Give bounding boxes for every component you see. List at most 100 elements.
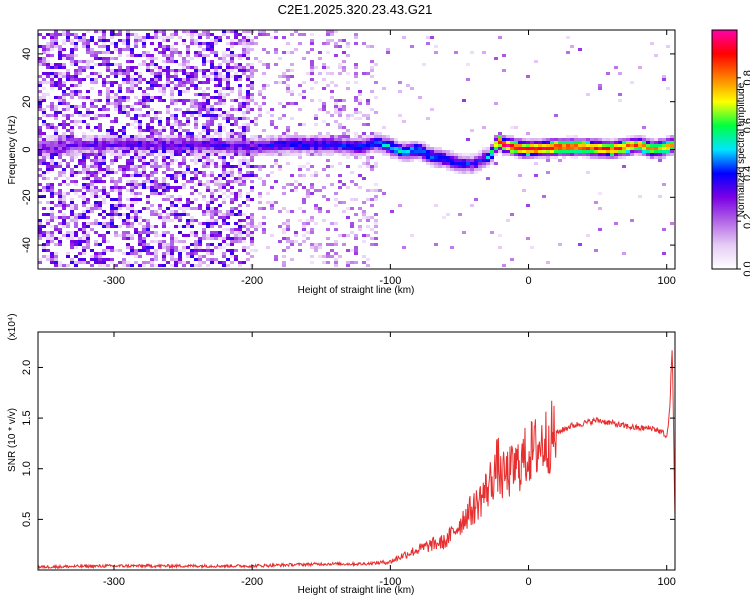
heatmap-cell [70,246,74,249]
heatmap-cell [74,108,78,111]
heatmap-cell [78,39,82,42]
heatmap-cell [238,96,242,99]
heatmap-cell [422,141,426,144]
heatmap-cell [146,102,150,105]
heatmap-cell [58,51,62,54]
heatmap-cell [246,216,250,219]
heatmap-cell [94,201,98,204]
heatmap-cell [602,153,606,156]
heatmap-cell [50,237,54,240]
heatmap-cell [50,72,54,75]
heatmap-cell [214,66,218,69]
heatmap-cell [150,132,154,135]
heatmap-cell [62,180,66,183]
heatmap-cell [46,135,50,138]
heatmap-cell [346,153,350,156]
heatmap-cell [122,129,126,132]
heatmap-cell [446,165,450,168]
heatmap-cell [98,234,102,237]
heatmap-cell [154,183,158,186]
heatmap-cell [62,222,66,225]
heatmap-cell [230,213,234,216]
heatmap-cell [658,159,662,162]
heatmap-cell [558,150,562,153]
heatmap-cell [222,141,226,144]
heatmap-cell [38,183,42,186]
heatmap-cell [70,231,74,234]
heatmap-cell [118,198,122,201]
heatmap-cell [346,54,350,57]
heatmap-cell [494,147,498,150]
heatmap-cell [94,99,98,102]
heatmap-cell [106,99,110,102]
heatmap-cell [102,249,106,252]
heatmap-cell [38,132,42,135]
heatmap-cell [126,36,130,39]
heatmap-cell [390,156,394,159]
heatmap-cell [54,45,58,48]
heatmap-cell [202,30,206,33]
heatmap-cell [90,102,94,105]
heatmap-cell [266,246,270,249]
heatmap-cell [202,105,206,108]
heatmap-cell [306,147,310,150]
heatmap-cell [650,153,654,156]
heatmap-cell [658,150,662,153]
heatmap-cell [370,132,374,135]
heatmap-cell [182,186,186,189]
heatmap-cell [654,138,658,141]
heatmap-cell [54,117,58,120]
heatmap-cell [70,57,74,60]
heatmap-cell [178,231,182,234]
heatmap-cell [142,240,146,243]
heatmap-cell [590,153,594,156]
heatmap-cell [230,159,234,162]
heatmap-cell [174,264,178,267]
heatmap-cell [190,252,194,255]
heatmap-cell [94,258,98,261]
heatmap-cell [230,114,234,117]
heatmap-cell [114,183,118,186]
heatmap-cell [178,171,182,174]
heatmap-cell [294,147,298,150]
heatmap-cell [326,66,330,69]
heatmap-cell [178,252,182,255]
heatmap-cell [86,261,90,264]
heatmap-cell [146,147,150,150]
heatmap-cell [646,156,650,159]
heatmap-cell [194,207,198,210]
heatmap-cell [630,219,634,222]
heatmap-cell [202,249,206,252]
heatmap-cell [250,231,254,234]
heatmap-cell [662,75,666,78]
heatmap-cell [358,207,362,210]
heatmap-cell [134,135,138,138]
heatmap-cell [134,141,138,144]
heatmap-cell [82,132,86,135]
heatmap-cell [122,99,126,102]
heatmap-cell [186,120,190,123]
heatmap-cell [130,147,134,150]
heatmap-cell [210,210,214,213]
heatmap-cell [98,204,102,207]
heatmap-cell [74,141,78,144]
heatmap-cell [82,171,86,174]
heatmap-cell [346,87,350,90]
heatmap-cell [218,123,222,126]
heatmap-cell [350,144,354,147]
heatmap-cell [138,108,142,111]
heatmap-cell [146,63,150,66]
heatmap-cell [614,156,618,159]
heatmap-cell [338,66,342,69]
heatmap-cell [274,81,278,84]
heatmap-cell [462,168,466,171]
heatmap-cell [178,195,182,198]
heatmap-cell [190,66,194,69]
heatmap-cell [102,63,106,66]
heatmap-cell [82,252,86,255]
heatmap-cell [122,42,126,45]
heatmap-cell [174,213,178,216]
heatmap-cell [94,204,98,207]
heatmap-cell [310,150,314,153]
heatmap-cell [370,198,374,201]
